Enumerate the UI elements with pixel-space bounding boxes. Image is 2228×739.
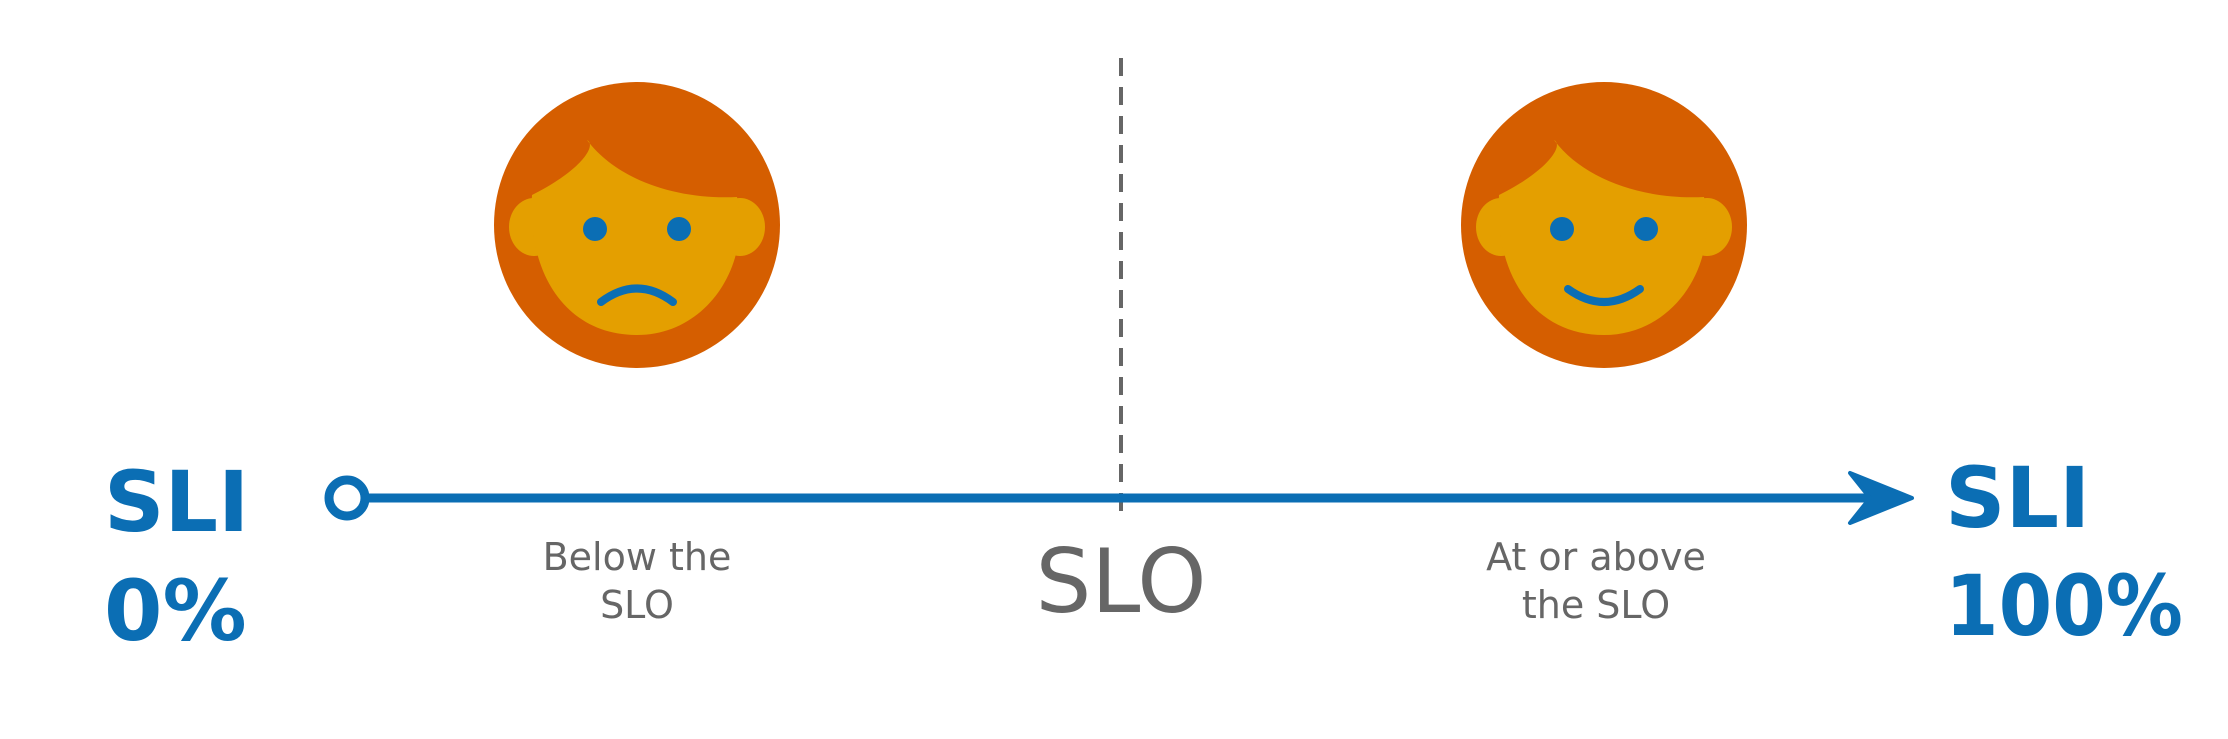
happy-face-icon: [1461, 82, 1747, 368]
left-end-label-line1: SLI: [104, 453, 249, 551]
right-end-label-line2: 100%: [1945, 557, 2183, 655]
slo-threshold-label: SLO: [1035, 530, 1206, 633]
below-zone-label-line1: Below the: [543, 535, 732, 579]
left-end-label-line2: 0%: [104, 562, 247, 660]
sad-face-icon: [494, 82, 780, 368]
above-zone-label-line1: At or above: [1486, 535, 1706, 579]
below-zone-label-line2: SLO: [600, 583, 674, 627]
axis-arrowhead-icon: [1848, 471, 1914, 525]
axis-start-circle: [324, 475, 370, 521]
above-zone-label-line2: the SLO: [1522, 583, 1670, 627]
right-end-label-line1: SLI: [1945, 449, 2090, 547]
